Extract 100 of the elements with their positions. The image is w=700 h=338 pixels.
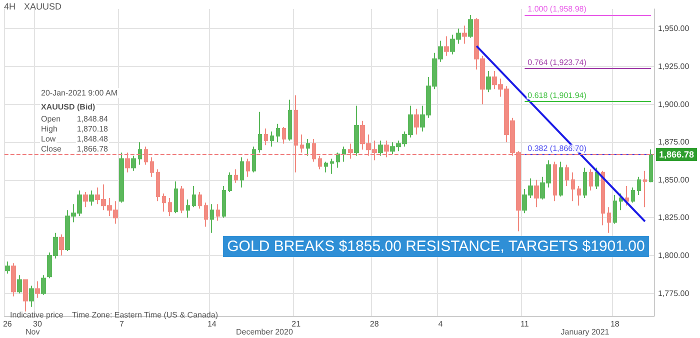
candlestick xyxy=(444,36,449,56)
y-tick-label: 1,825.00 xyxy=(658,213,690,222)
candlestick xyxy=(204,202,208,228)
text: December 2020 xyxy=(236,328,294,336)
candlestick xyxy=(240,156,244,188)
candlestick xyxy=(174,180,178,214)
candlestick xyxy=(119,152,124,204)
chart-title: XAUUSD xyxy=(24,2,62,12)
y-tick-label: 1,850.00 xyxy=(658,175,690,184)
ref-line-label: 0.764 (1,923.74) xyxy=(528,58,587,67)
y-tick-label: 1,800.00 xyxy=(658,251,690,260)
candlestick xyxy=(138,142,142,166)
candlestick xyxy=(228,172,232,192)
candlestick xyxy=(186,199,190,218)
chart-subtitle: 4H xyxy=(4,2,16,12)
candlestick xyxy=(252,146,256,173)
candlestick xyxy=(486,70,491,93)
candlestick xyxy=(282,126,286,144)
candlestick xyxy=(41,274,46,296)
candlestick xyxy=(276,123,280,143)
candlestick xyxy=(234,168,238,184)
candlestick xyxy=(168,198,172,217)
x-tick-label: 4 xyxy=(438,320,444,328)
annotation: 1,848.84 xyxy=(76,114,109,124)
y-tick-label: 1,925.00 xyxy=(658,62,690,71)
candlestick xyxy=(17,274,22,294)
candlestick xyxy=(643,170,647,208)
y-tick-label: 1,900.00 xyxy=(658,100,690,109)
ref-line-label: 0.618 (1,901.94) xyxy=(528,90,587,100)
candlestick xyxy=(150,156,154,178)
annotation: 1,870.18 xyxy=(76,124,109,134)
x-tick-label: 26 xyxy=(2,320,12,328)
candlestick xyxy=(468,14,473,38)
ref-line-label: 1,866.78 xyxy=(659,150,694,160)
candlestick xyxy=(89,190,94,206)
candlestick xyxy=(264,128,268,146)
candlestick xyxy=(631,186,635,204)
candlestick xyxy=(29,285,34,308)
annotation: Indicative price xyxy=(10,310,64,320)
candlestick xyxy=(162,193,166,212)
candlestick xyxy=(198,191,202,210)
candlestick xyxy=(222,185,226,218)
candlestick xyxy=(324,161,328,173)
candlestick xyxy=(336,152,340,168)
annotation: XAUUSD (Bid) xyxy=(41,102,96,112)
y-tick-label: 1,775.00 xyxy=(658,288,690,298)
candlestick xyxy=(288,99,292,142)
candlestick xyxy=(258,111,262,154)
candlestick xyxy=(210,204,214,234)
candlestick xyxy=(559,161,563,198)
candlestick xyxy=(35,280,40,298)
candlestick xyxy=(330,158,334,174)
x-tick-label: 18 xyxy=(610,320,620,328)
candlestick xyxy=(378,140,383,156)
candlestick xyxy=(216,204,220,222)
annotation: 1,848.48 xyxy=(76,134,109,144)
candlestick xyxy=(131,155,136,172)
x-tick-label: 30 xyxy=(33,320,42,328)
candlestick xyxy=(607,206,611,234)
text: January 2021 xyxy=(560,328,610,336)
candlestick xyxy=(180,185,184,214)
y-tick-label: 1,875.00 xyxy=(658,138,690,147)
candlestick xyxy=(192,185,196,208)
candlestick xyxy=(156,168,160,202)
candlestick xyxy=(59,234,64,256)
annotation: 1,866.78 xyxy=(76,144,109,154)
candlestick xyxy=(553,161,557,202)
candlestick xyxy=(462,25,467,44)
annotation: 20-Jan-2021 9:00 AM xyxy=(41,88,118,98)
candlestick xyxy=(571,172,575,202)
candlestick xyxy=(595,167,599,190)
candlestick xyxy=(613,194,617,224)
candlestick xyxy=(342,146,346,162)
candlestick xyxy=(583,167,587,199)
x-tick-label: 14 xyxy=(207,320,217,328)
candlestick xyxy=(83,191,88,208)
x-tick-label: 11 xyxy=(520,320,530,328)
annotation: Time Zone: Eastern Time (US & Canada) xyxy=(72,310,218,320)
x-tick-label: 28 xyxy=(370,320,380,328)
candlestick xyxy=(354,105,359,156)
candlestick xyxy=(5,261,10,274)
annotation: Close xyxy=(41,144,62,154)
x-tick-label: 7 xyxy=(119,320,124,328)
ref-line-label: 0.382 (1,866.70) xyxy=(528,144,587,154)
candlestick xyxy=(23,279,28,312)
candlestick xyxy=(306,138,310,156)
candlestick xyxy=(565,164,569,186)
y-tick-label: 1,950.00 xyxy=(658,24,690,34)
candlestick xyxy=(11,262,16,297)
candlestick xyxy=(270,131,274,148)
annotation: Low xyxy=(41,134,56,144)
ref-line-label: 1.000 (1,958.98) xyxy=(528,4,587,14)
x-tick-label: 21 xyxy=(292,320,302,328)
annotation: Open xyxy=(41,114,61,124)
candlestick xyxy=(625,185,629,206)
candlestick xyxy=(601,170,605,226)
annotation: High xyxy=(41,124,58,134)
annotation: GOLD BREAKS $1855.00 RESISTANCE, TARGETS $1901.00 xyxy=(227,238,645,255)
candlestick xyxy=(619,193,623,211)
candlestick xyxy=(534,179,539,208)
